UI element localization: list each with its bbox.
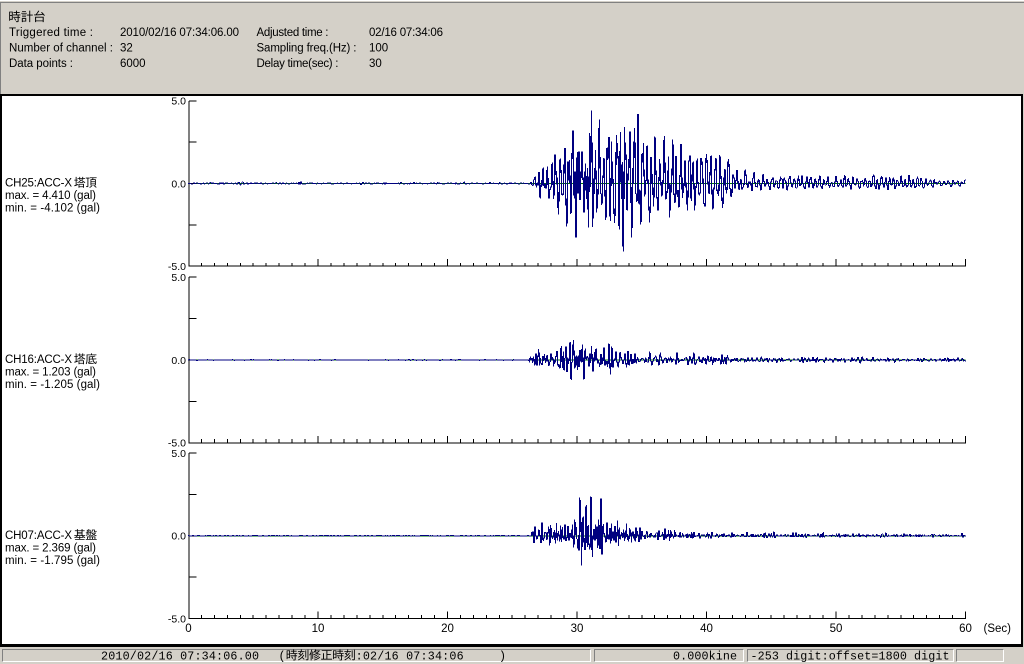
svg-text:0: 0 (185, 623, 191, 635)
svg-text:10: 10 (312, 623, 325, 635)
svg-text:max. = 4.410 (gal): max. = 4.410 (gal) (5, 190, 96, 202)
svg-text::02/16 07:34:06: :02/16 07:34:06 (356, 649, 464, 663)
svg-text:min. = -4.102 (gal): min. = -4.102 (gal) (5, 203, 100, 215)
svg-text:Delay time(sec) :: Delay time(sec) : (257, 58, 339, 70)
svg-text:6000: 6000 (120, 58, 146, 70)
svg-text:0.0: 0.0 (171, 355, 186, 367)
svg-text:5.0: 5.0 (171, 272, 186, 284)
svg-text:max. = 1.203 (gal): max. = 1.203 (gal) (5, 367, 96, 379)
svg-text:30: 30 (571, 623, 584, 635)
svg-text:min. = -1.205 (gal): min. = -1.205 (gal) (5, 379, 100, 391)
svg-text:2010/02/16 07:34:06.00: 2010/02/16 07:34:06.00 (101, 649, 259, 663)
svg-text:(: ( (279, 649, 286, 663)
svg-text:CH16:ACC-X: CH16:ACC-X (5, 354, 72, 366)
svg-text:0.000kine: 0.000kine (673, 649, 737, 663)
svg-text:5.0: 5.0 (171, 448, 186, 460)
svg-text:(Sec): (Sec) (984, 623, 1012, 635)
svg-text:CH07:ACC-X: CH07:ACC-X (5, 530, 72, 542)
svg-text:0.0: 0.0 (171, 178, 186, 190)
svg-text:-5.0: -5.0 (168, 613, 186, 625)
svg-text:-253 digit:offset=1800 digit: -253 digit:offset=1800 digit (751, 649, 950, 663)
svg-text:min. = -1.795 (gal): min. = -1.795 (gal) (5, 555, 100, 567)
svg-text:CH25:ACC-X: CH25:ACC-X (5, 178, 72, 190)
svg-text:20: 20 (441, 623, 454, 635)
svg-text:-5.0: -5.0 (168, 438, 186, 450)
svg-text:-5.0: -5.0 (168, 261, 186, 273)
svg-text:02/16 07:34:06: 02/16 07:34:06 (369, 27, 443, 39)
svg-text:Sampling freq.(Hz) :: Sampling freq.(Hz) : (257, 42, 357, 54)
svg-text:40: 40 (700, 623, 713, 635)
svg-text:Data points :: Data points : (9, 58, 73, 70)
svg-text:5.0: 5.0 (171, 96, 186, 108)
svg-text:50: 50 (830, 623, 843, 635)
svg-text:30: 30 (369, 58, 382, 70)
svg-text:100: 100 (369, 42, 388, 54)
svg-text:32: 32 (120, 42, 133, 54)
svg-text:2010/02/16 07:34:06.00: 2010/02/16 07:34:06.00 (120, 27, 239, 39)
svg-text:0.0: 0.0 (171, 531, 186, 543)
svg-text:Adjusted time :: Adjusted time : (257, 27, 329, 39)
svg-text:60: 60 (959, 623, 972, 635)
svg-text:): ) (499, 649, 506, 663)
svg-text:max. = 2.369 (gal): max. = 2.369 (gal) (5, 542, 96, 554)
svg-text:Triggered time :: Triggered time : (9, 27, 93, 39)
svg-text:Number of channel :: Number of channel : (9, 42, 113, 54)
